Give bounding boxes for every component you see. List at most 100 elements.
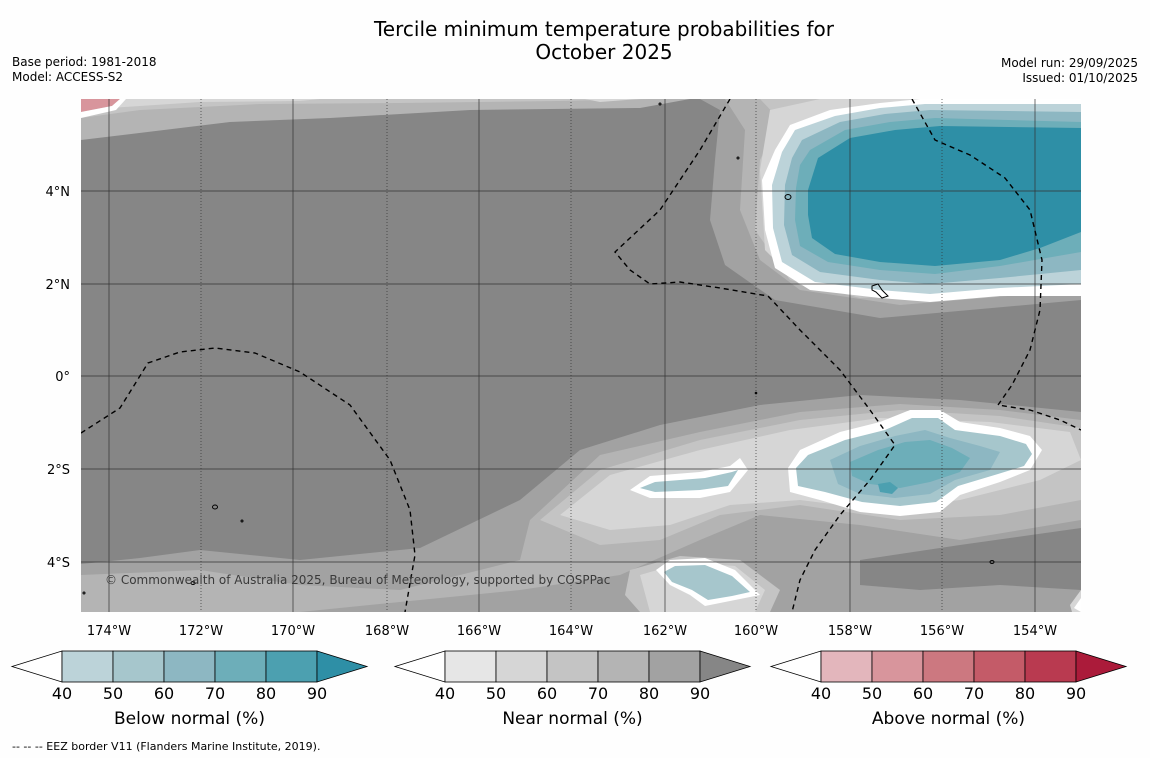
colorbar-segment	[265, 650, 318, 683]
latitude-label: 4°S	[47, 556, 70, 571]
longitude-label: 170°W	[271, 624, 315, 639]
colorbar-high-extension	[1075, 650, 1128, 683]
colorbar-segment	[973, 650, 1026, 683]
island	[989, 560, 995, 564]
below-normal-region-south-core	[878, 482, 898, 494]
above-normal-patch	[81, 99, 120, 112]
below-normal-sliver	[640, 470, 738, 492]
chart-title: Tercile minimum temperature probabilitie…	[0, 18, 1150, 64]
colorbar-tick-label: 80	[639, 684, 659, 703]
axis-labels: 174°W 172°W 170°W 168°W 166°W 164°W 162°W 160°W…	[46, 185, 1058, 639]
colorbar-tick-label: 90	[1066, 684, 1086, 703]
longitude-label: 156°W	[920, 624, 964, 639]
colorbar-below: 40 50 60 70 80 90	[10, 650, 369, 703]
colorbar-tick-label: 70	[588, 684, 608, 703]
colorbar-segment	[61, 650, 114, 683]
island	[784, 194, 792, 200]
colorbar-tick-label: 70	[205, 684, 225, 703]
colorbar-segment	[163, 650, 216, 683]
island	[736, 156, 740, 160]
island	[754, 391, 758, 395]
latitude-label: 2°S	[47, 463, 70, 478]
longitude-label: 154°W	[1013, 624, 1057, 639]
run-info: Model run: 29/09/2025 Issued: 01/10/2025	[1001, 56, 1138, 86]
colorbar-tick-label: 60	[154, 684, 174, 703]
eez-boundary-east	[911, 99, 1081, 431]
colorbar-segment	[871, 650, 924, 683]
colorbar-high-extension	[699, 650, 752, 683]
colorbar-segment	[444, 650, 497, 683]
colorbar-tick-label: 60	[537, 684, 557, 703]
eez-boundaries	[81, 99, 1081, 612]
colorbar-segment	[112, 650, 165, 683]
latitude-label: 4°N	[46, 185, 71, 200]
map-fields: © Commonwealth of Australia 2025, Bureau…	[81, 99, 1081, 612]
island	[82, 591, 86, 595]
islands	[82, 102, 995, 595]
colorbar-tick-label: 40	[811, 684, 831, 703]
island	[658, 102, 662, 106]
eez-boundary-central	[614, 99, 896, 612]
colorbar-tick-label: 80	[1015, 684, 1035, 703]
map-gridlines	[81, 99, 1081, 612]
below-normal-south-bottom	[664, 565, 750, 600]
colorbar-tick-label: 90	[690, 684, 710, 703]
colorbar-near: 40 50 60 70 80 90	[393, 650, 752, 703]
colorbar-tick-label: 70	[964, 684, 984, 703]
island	[871, 283, 889, 299]
model-run-date: Model run: 29/09/2025	[1000, 56, 1138, 70]
colorbar-segment	[214, 650, 267, 683]
colorbar-tick-label: 40	[52, 684, 72, 703]
colorbar-low-extension	[10, 650, 63, 683]
colorbar-tick-label: 50	[103, 684, 123, 703]
colorbar-tick-label: 90	[307, 684, 327, 703]
colorbar-label-above: Above normal (%)	[871, 709, 1026, 729]
longitude-label: 162°W	[643, 624, 687, 639]
title-line-1: Tercile minimum temperature probabilitie…	[373, 17, 835, 41]
island	[240, 519, 244, 523]
longitude-label: 168°W	[365, 624, 409, 639]
island	[212, 504, 218, 510]
colorbar-segment	[1024, 650, 1077, 683]
colorbar-tick-label: 50	[862, 684, 882, 703]
longitude-label: 158°W	[828, 624, 872, 639]
latitude-label: 2°N	[46, 278, 71, 293]
latitude-label: 0°	[55, 370, 70, 385]
above-normal-edge	[81, 99, 126, 118]
corner-patch-edge	[1074, 598, 1081, 612]
colorbar-segment	[820, 650, 873, 683]
issued-date: Issued: 01/10/2025	[1022, 71, 1138, 85]
colorbar-above: 40 50 60 70 80 90	[769, 650, 1128, 703]
island	[190, 581, 196, 585]
colorbar-segment	[648, 650, 701, 683]
colorbar-segment	[922, 650, 975, 683]
model-info: Base period: 1981-2018 Model: ACCESS-S2	[12, 55, 157, 85]
colorbar-label-near: Near normal (%)	[502, 709, 643, 729]
eez-boundary-west	[81, 347, 416, 612]
colorbar-high-extension	[316, 650, 369, 683]
colorbar-tick-label: 60	[913, 684, 933, 703]
colorbar-tick-label: 80	[256, 684, 276, 703]
colorbar-segment	[495, 650, 548, 683]
base-period: Base period: 1981-2018	[12, 55, 157, 69]
title-line-2: October 2025	[535, 40, 673, 64]
longitude-label: 166°W	[457, 624, 501, 639]
longitude-label: 174°W	[87, 624, 131, 639]
model-name: Model: ACCESS-S2	[12, 70, 124, 84]
colorbar-tick-label: 40	[435, 684, 455, 703]
near-normal-region-south-far	[860, 528, 1081, 590]
colorbar-label-below: Below normal (%)	[114, 709, 265, 729]
below-normal-region-north-80	[808, 126, 1081, 266]
colorbar-low-extension	[769, 650, 822, 683]
longitude-label: 172°W	[179, 624, 223, 639]
colorbar-low-extension	[393, 650, 446, 683]
colorbar-segment	[597, 650, 650, 683]
eez-footnote: -- -- -- EEZ border V11 (Flanders Marine…	[12, 740, 321, 753]
below-normal-region-south-60	[850, 440, 970, 488]
colorbar-segment	[546, 650, 599, 683]
longitude-label: 164°W	[549, 624, 593, 639]
colorbars: 40 50 60 70 80 90 40 50 60 70 80 90 40 50 60 70 80 90	[10, 650, 1128, 703]
copyright-notice: © Commonwealth of Australia 2025, Bureau…	[105, 573, 610, 587]
longitude-label: 160°W	[734, 624, 778, 639]
